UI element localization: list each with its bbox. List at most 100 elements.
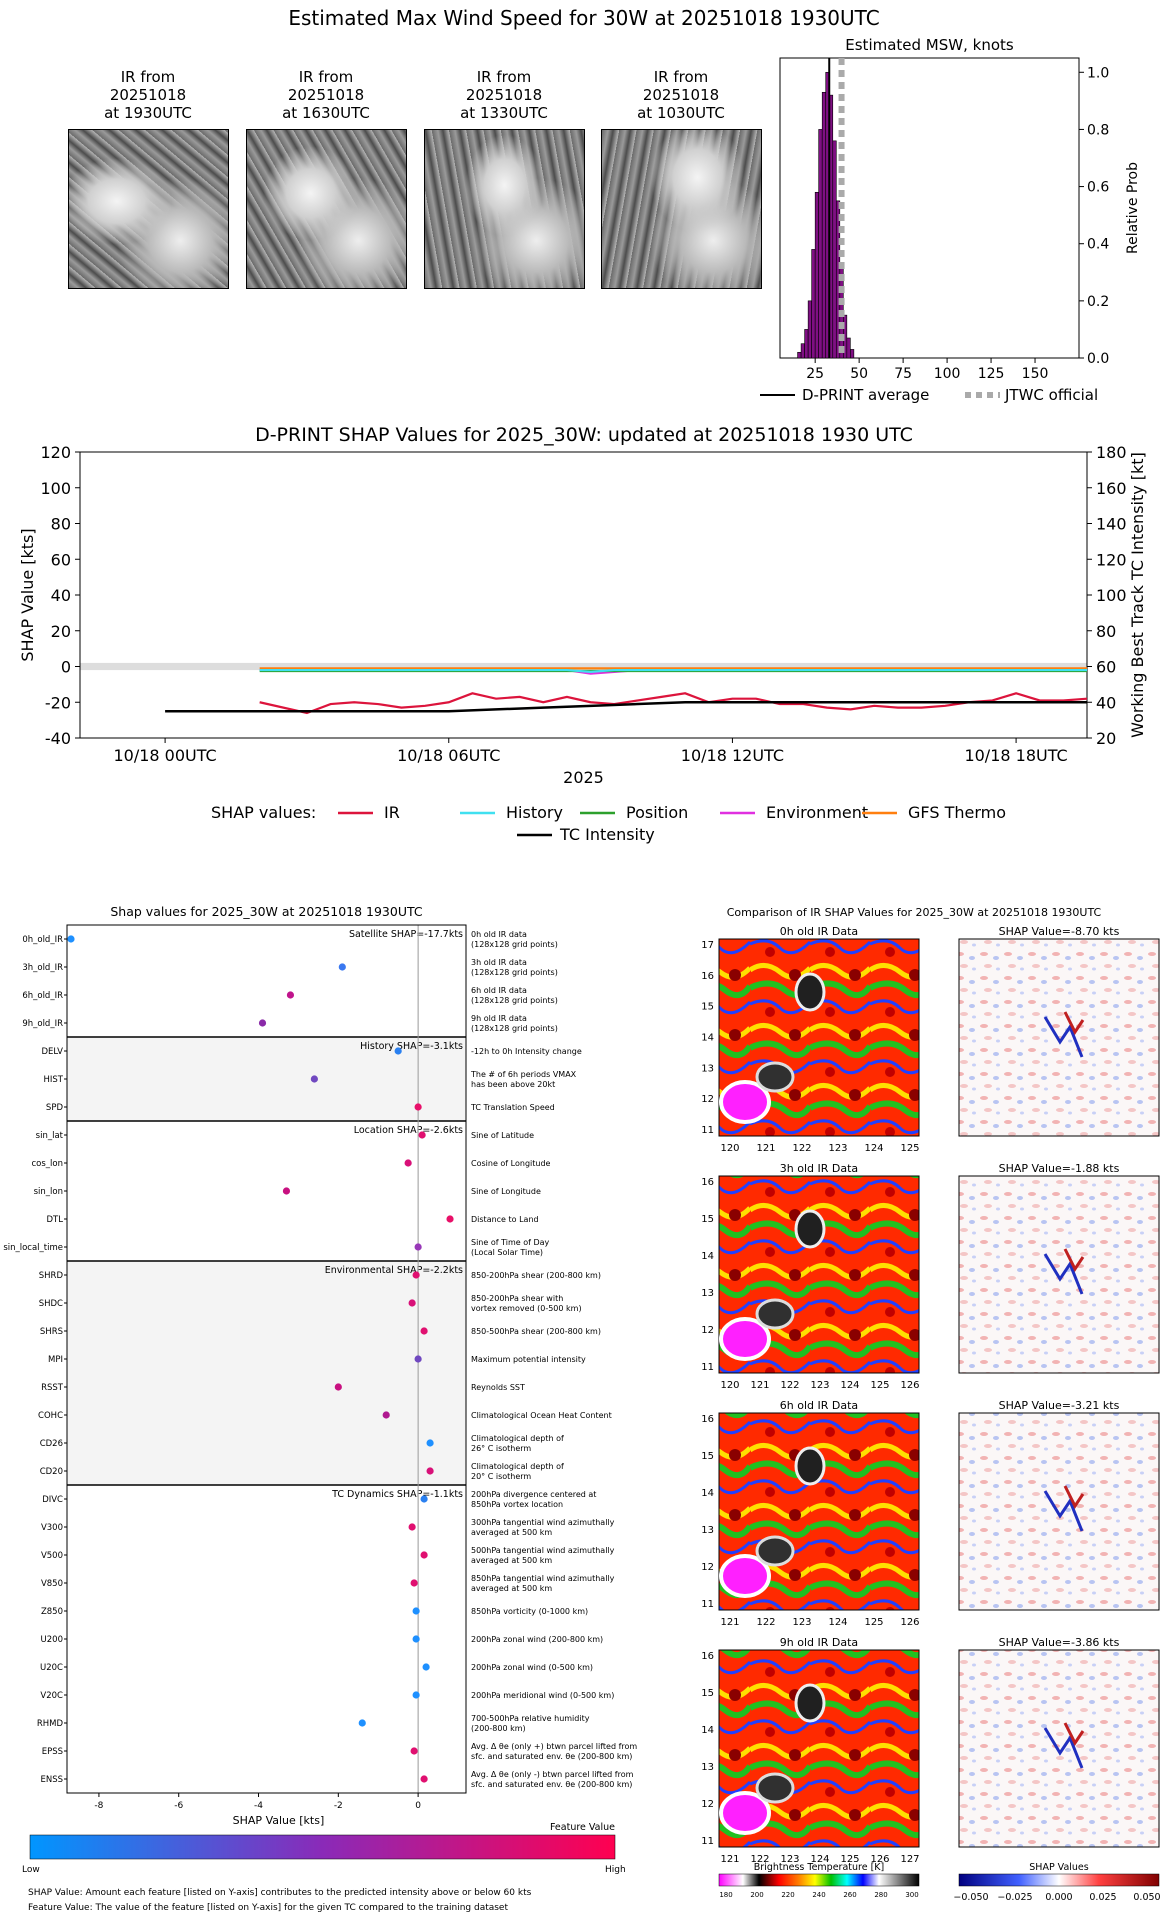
timeseries-ylabel: SHAP Value [kts] [18, 528, 37, 661]
legend-title: SHAP values: [211, 803, 316, 822]
shap-map-title: SHAP Value=-1.88 kts [999, 1162, 1120, 1175]
feature-shap-point [334, 1383, 342, 1391]
feature-shap-point [420, 1495, 428, 1503]
feature-desc: Climatological depth of [471, 1434, 564, 1443]
ir-cloud-top [794, 1209, 826, 1249]
ir-ytick-label: 17 [701, 940, 714, 951]
footnote-feature: Feature Value: The value of the feature … [28, 1903, 508, 1913]
ir-panel-title-line: at 1330UTC [460, 104, 548, 122]
feature-name: CD20 [40, 1467, 63, 1477]
feature-name: SHDC [39, 1299, 63, 1309]
shap-colorbar-tick: 0.000 [1045, 1892, 1072, 1903]
ir-xtick-label: 124 [840, 1380, 859, 1391]
y2tick-label: 160 [1096, 479, 1127, 498]
msw-bar [807, 300, 812, 359]
bt-colorbar-title: Brightness Temperature [K] [754, 1862, 884, 1873]
feature-desc: averaged at 500 km [471, 1528, 552, 1537]
feature-shap-point [408, 1299, 416, 1307]
ir-ytick-label: 11 [701, 1599, 714, 1610]
ir-panel-title-line: at 1930UTC [104, 104, 192, 122]
ir-panel-title: IR from 20251018 at 1630UTC [246, 68, 406, 122]
ir-ytick-label: 12 [701, 1562, 714, 1573]
ir-ytick-label: 11 [701, 1362, 714, 1373]
ir-ytick-label: 13 [701, 1288, 714, 1299]
feature-xtick-label: 0 [415, 1801, 421, 1811]
ir-panel-title-line: IR from [120, 68, 176, 86]
legend-label: Position [626, 803, 688, 822]
timeseries-title: D-PRINT SHAP Values for 2025_30W: update… [255, 424, 913, 446]
shap-colorbar-tick: −0.050 [953, 1892, 988, 1903]
ir-xtick-label: 125 [900, 1143, 919, 1154]
feature-desc: Avg. Δ θe (only +) btwn parcel lifted fr… [471, 1742, 637, 1751]
ir-xtick-label: 126 [900, 1380, 919, 1391]
feature-name: sin_lon [34, 1187, 63, 1197]
ir-xtick-label: 125 [864, 1617, 883, 1628]
legend-label: History [506, 803, 563, 822]
shap-colorbar-tick: −0.025 [997, 1892, 1032, 1903]
feature-shap-point [412, 1271, 420, 1279]
feature-name: MPI [48, 1355, 63, 1365]
msw-ytick-label: 0.8 [1087, 122, 1109, 138]
shap-map-feature [1063, 1248, 1085, 1272]
feature-desc: Maximum potential intensity [471, 1355, 586, 1364]
ytick-label: 120 [40, 443, 71, 462]
bt-colorbar-tick: 260 [843, 1891, 856, 1899]
bt-colorbar-tick: 180 [719, 1891, 732, 1899]
ir-cloud-top [755, 1061, 795, 1093]
feature-name: Z850 [41, 1607, 63, 1617]
ir-panel-title-line: IR from [653, 68, 709, 86]
msw-bar [797, 351, 802, 359]
ir-ytick-label: 12 [701, 1325, 714, 1336]
shap-map-feature [1043, 1490, 1084, 1532]
feature-name: U200 [41, 1635, 63, 1645]
feature-shap-point [426, 1467, 434, 1475]
feature-shap-point [338, 963, 346, 971]
feature-name: 6h_old_IR [22, 991, 63, 1001]
ir-panel-title-line: IR from [298, 68, 354, 86]
ir-cold-cloud [719, 1080, 771, 1124]
ir-thumbnail-image [246, 129, 407, 289]
msw-ytick-label: 0.4 [1087, 237, 1109, 253]
shap-colorbar [958, 1873, 1160, 1887]
ir-panel-title-line: 20251018 [287, 86, 365, 104]
ir-ytick-label: 14 [701, 1033, 714, 1044]
ir-data-title: 3h old IR Data [780, 1162, 858, 1175]
feature-name: V20C [40, 1691, 63, 1701]
feature-name: 0h_old_IR [22, 935, 63, 945]
feature-shap-point [412, 1691, 420, 1699]
feature-chart-title: Shap values for 2025_30W at 20251018 193… [110, 904, 423, 919]
feature-desc: 200hPa zonal wind (0-500 km) [471, 1663, 593, 1672]
shap-map-title: SHAP Value=-3.21 kts [999, 1399, 1120, 1412]
group-label: Location SHAP=-2.6kts [354, 1125, 463, 1136]
feature-shap-point [414, 1103, 422, 1111]
ir-ytick-label: 12 [701, 1094, 714, 1105]
y2tick-label: 120 [1096, 550, 1127, 569]
ir-ytick-label: 11 [701, 1836, 714, 1847]
feature-desc: 850-500hPa shear (200-800 km) [471, 1327, 601, 1336]
feature-desc: averaged at 500 km [471, 1584, 552, 1593]
msw-frame [779, 57, 1080, 359]
feature-name: SHRD [39, 1271, 64, 1281]
ir-xtick-label: 124 [828, 1617, 847, 1628]
msw-bar [811, 249, 816, 359]
feature-name: SHRS [40, 1327, 63, 1337]
feature-shap-point [258, 1019, 267, 1027]
feature-desc: sfc. and saturated env. θe (200-800 km) [471, 1752, 632, 1761]
msw-title: Estimated MSW, knots [845, 36, 1014, 54]
shap-colorbar-tick: 0.050 [1133, 1892, 1160, 1903]
feature-desc: 200hPa divergence centered at [471, 1490, 596, 1499]
msw-bar [846, 337, 851, 359]
feature-shap-point [67, 935, 75, 943]
feature-name: V500 [41, 1551, 63, 1561]
ir-xtick-label: 126 [900, 1617, 919, 1628]
colorbar-high: High [605, 1865, 626, 1875]
feature-desc: 200hPa meridional wind (0-500 km) [471, 1691, 614, 1700]
msw-ytick-label: 0.6 [1087, 180, 1109, 196]
colorbar-title: Feature Value [550, 1822, 615, 1833]
ir-data-title: 9h old IR Data [780, 1636, 858, 1649]
legend-label: IR [384, 803, 400, 822]
colorbar-low: Low [22, 1865, 40, 1875]
footnote-shap: SHAP Value: Amount each feature [listed … [28, 1888, 532, 1898]
ir-ytick-label: 14 [701, 1251, 714, 1262]
feature-desc: (128x128 grid points) [471, 1024, 558, 1033]
